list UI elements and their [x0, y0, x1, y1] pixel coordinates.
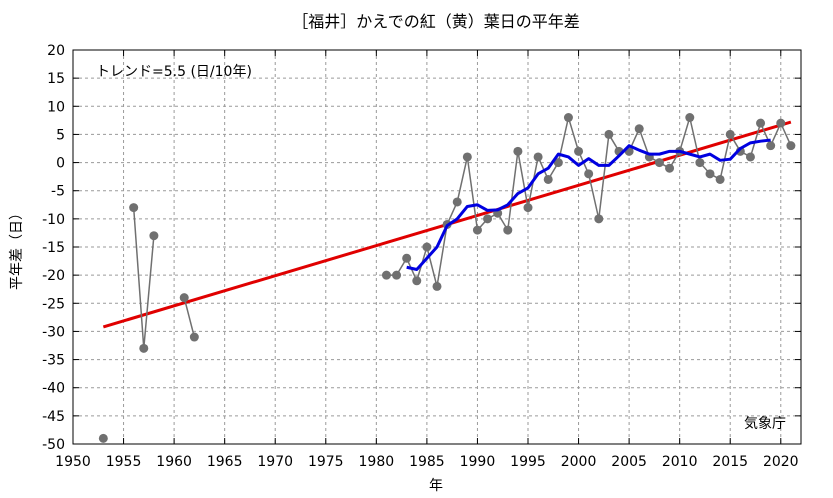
y-tick-label: 20 [47, 43, 65, 59]
y-tick-label: 15 [47, 71, 65, 87]
x-tick-label: 1985 [409, 454, 445, 470]
y-tick-label: -50 [42, 437, 65, 453]
source-label: 気象庁 [744, 416, 786, 432]
y-tick-label: -15 [42, 240, 65, 256]
x-tick-label: 1960 [156, 454, 192, 470]
annual-point [533, 152, 543, 162]
y-tick-label: -45 [42, 409, 65, 425]
annual-point [695, 158, 705, 168]
annual-point [139, 343, 149, 353]
annual-point [685, 113, 695, 123]
annual-point [381, 270, 391, 280]
annual-point [472, 225, 482, 235]
x-tick-label: 2000 [561, 454, 597, 470]
annual-point [98, 433, 108, 443]
x-axis-ticks: 1950 1955 1960 1965 1970 1975 1980 1985 1990 1995… [55, 50, 799, 470]
annual-point [392, 270, 402, 280]
x-tick-label: 2005 [611, 454, 647, 470]
annual-point [432, 281, 442, 291]
annual-series [98, 113, 796, 443]
y-axis-label: 平年差（日） [9, 206, 25, 290]
annual-point [715, 174, 725, 184]
y-tick-label: -5 [51, 184, 65, 200]
y-tick-label: -40 [42, 381, 65, 397]
annual-point [422, 242, 432, 252]
x-tick-label: 1955 [106, 454, 142, 470]
annual-point [584, 169, 594, 179]
annual-point [563, 113, 573, 123]
annual-point [776, 118, 786, 128]
x-tick-label: 1975 [308, 454, 344, 470]
x-tick-label: 1995 [510, 454, 546, 470]
grid [73, 50, 801, 444]
annual-point [756, 118, 766, 128]
annual-point [149, 231, 159, 241]
annual-point [665, 163, 675, 173]
x-tick-label: 1980 [359, 454, 395, 470]
y-tick-label: 5 [56, 127, 65, 143]
annual-line-segment [183, 297, 196, 338]
annual-point [574, 146, 584, 156]
annual-point [725, 129, 735, 139]
x-tick-label: 1990 [460, 454, 496, 470]
annual-point [412, 276, 422, 286]
x-tick-label: 2010 [662, 454, 698, 470]
x-tick-label: 2020 [763, 454, 799, 470]
y-tick-label: -10 [42, 212, 65, 228]
chart-title: ［福井］かえでの紅（黄）葉日の平年差 [292, 12, 580, 31]
annual-point [523, 203, 533, 213]
annual-point [179, 293, 189, 303]
annual-point [634, 124, 644, 134]
annual-point [745, 152, 755, 162]
x-tick-label: 2015 [712, 454, 748, 470]
annual-point [543, 174, 553, 184]
x-axis-label: 年 [429, 478, 443, 494]
annual-point [483, 214, 493, 224]
annual-point [553, 158, 563, 168]
y-axis-ticks: 20 15 10 5 0 -5 -10 -15 -20 -25 -30 -35 -40 -45 -50 [42, 43, 801, 453]
annual-point [786, 141, 796, 151]
annual-point [402, 253, 412, 263]
y-tick-label: 0 [56, 156, 65, 172]
trend-label: トレンド=5.5 (日/10年) [96, 64, 252, 80]
y-tick-label: -30 [42, 324, 65, 340]
annual-point [604, 129, 614, 139]
annual-point [594, 214, 604, 224]
y-tick-label: -25 [42, 296, 65, 312]
x-tick-label: 1965 [207, 454, 243, 470]
annual-point [503, 225, 513, 235]
moving-average-series [406, 138, 771, 272]
x-tick-label: 1970 [257, 454, 293, 470]
annual-point [513, 146, 523, 156]
y-tick-label: -20 [42, 268, 65, 284]
annual-point [766, 141, 776, 151]
x-tick-label: 1950 [55, 454, 91, 470]
annual-point [705, 169, 715, 179]
annual-point [654, 158, 664, 168]
annual-line-segment [132, 207, 155, 349]
annual-point [189, 332, 199, 342]
moving-average-line [406, 138, 771, 272]
y-tick-label: 10 [47, 99, 65, 115]
annual-point [452, 197, 462, 207]
y-tick-label: -35 [42, 353, 65, 369]
annual-point [129, 203, 139, 213]
annual-point [462, 152, 472, 162]
